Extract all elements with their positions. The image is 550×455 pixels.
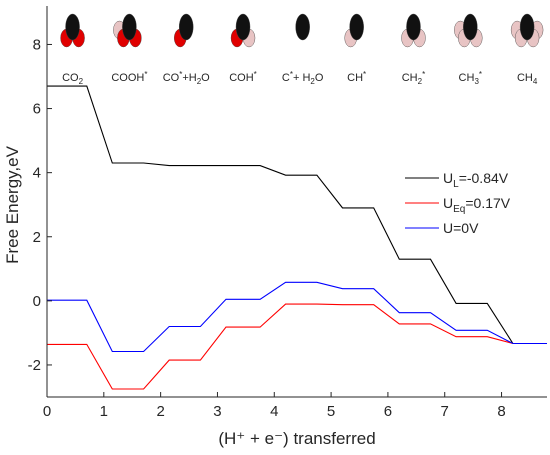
x-tick-label: 4 — [270, 403, 278, 420]
y-tick-label: 4 — [33, 165, 41, 182]
atom-black — [65, 13, 80, 41]
atom-black — [463, 13, 478, 41]
x-tick-label: 3 — [213, 403, 221, 420]
species-labels: CO2 COOH* CO*+H2O COH* C*+ H2O CH* CH2* CH3* CH4 — [62, 70, 538, 86]
plot-area — [47, 85, 547, 390]
series-line-0 — [47, 85, 547, 345]
species-label-part: CH — [459, 72, 475, 84]
species-label-part: 2 — [79, 77, 84, 86]
species-label: CH2* — [402, 70, 425, 86]
x-tick-label: 5 — [327, 403, 335, 420]
species-label-part: CH — [517, 72, 533, 84]
ch3-molecule-icon — [454, 13, 483, 48]
axes: 0 1 2 3 4 5 6 7 8 -2 0 2 4 6 8 — [28, 6, 547, 420]
series-line-2 — [47, 281, 547, 353]
ch4-molecule-icon — [510, 13, 544, 48]
species-label-part: CH — [347, 72, 363, 84]
species-label-part: * — [144, 70, 147, 79]
species-label-part: * — [179, 70, 182, 79]
legend-label-main: U — [443, 170, 453, 186]
species-label-part: COOH — [111, 72, 144, 84]
y-tick-label: 2 — [33, 229, 41, 246]
atom-black — [295, 13, 310, 41]
legend-label-main: U — [443, 195, 453, 211]
x-tick-label: 2 — [156, 403, 164, 420]
y-tick-label: 6 — [33, 101, 41, 118]
coh-molecule-icon — [230, 13, 256, 48]
atom-black — [406, 13, 421, 41]
species-label: CH* — [347, 70, 366, 84]
x-tick-label: 0 — [43, 403, 51, 420]
legend-label-rest: =0.17V — [465, 195, 510, 211]
species-label: C*+ H2O — [282, 70, 324, 86]
atom-black — [235, 13, 251, 41]
species-label-part: * — [254, 70, 257, 79]
species-label-part: COH — [229, 72, 254, 84]
x-tick-label: 1 — [100, 403, 108, 420]
x-axis-title: (H⁺ + e⁻) transferred — [218, 429, 375, 448]
species-label-part: 2 — [310, 77, 315, 86]
cooh-molecule-icon — [113, 13, 142, 48]
species-label-part: + H — [293, 72, 310, 84]
species-label-part: * — [290, 70, 293, 79]
legend-label-rest: =-0.84V — [459, 170, 509, 186]
species-label-part: CH — [402, 72, 418, 84]
species-label-part: 2 — [418, 77, 423, 86]
species-label-part: CO — [163, 72, 180, 84]
ch2-molecule-icon — [401, 13, 426, 48]
species-label: COOH* — [111, 70, 147, 84]
species-label-part: * — [479, 70, 482, 79]
legend-label-2: U=0V — [443, 220, 479, 236]
species-label-part: 4 — [533, 77, 538, 86]
legend-label-1: UEq=0.17V — [443, 195, 511, 215]
legend-label-sub: Eq — [453, 204, 465, 215]
species-label-part: +H — [182, 72, 196, 84]
species-label: CO2 — [62, 72, 84, 86]
species-label-part: C — [282, 72, 290, 84]
x-tick-label: 7 — [441, 403, 449, 420]
species-label-part: O — [201, 72, 210, 84]
species-label: COH* — [229, 70, 257, 84]
y-tick-label: 0 — [33, 293, 41, 310]
species-label-part: 3 — [474, 77, 479, 86]
x-tick-label: 6 — [384, 403, 392, 420]
species-label-part: * — [422, 70, 425, 79]
molecule-icons — [60, 13, 544, 48]
species-label: CO*+H2O — [163, 70, 210, 86]
series-line-1 — [47, 303, 547, 390]
atom-black — [519, 13, 535, 41]
y-tick-label: 8 — [33, 36, 41, 53]
x-tick-label: 8 — [497, 403, 505, 420]
c-h2o-molecule-icon — [295, 13, 310, 41]
atom-black — [122, 13, 137, 41]
co2-molecule-icon — [60, 13, 85, 48]
species-label-part: 2 — [197, 77, 202, 86]
co-h2o-molecule-icon — [174, 13, 194, 48]
y-axis-title: Free Energy,eV — [3, 145, 22, 263]
species-label: CH3* — [459, 70, 482, 86]
ch-molecule-icon — [344, 13, 364, 48]
atom-black — [349, 13, 364, 41]
legend-label-0: UL=-0.84V — [443, 170, 509, 190]
y-tick-label: -2 — [28, 357, 41, 374]
species-label-part: CO — [62, 72, 79, 84]
legend-label-sub: L — [453, 179, 459, 190]
species-label-part: O — [315, 72, 324, 84]
legend-label-main: U=0V — [443, 220, 479, 236]
atom-black — [179, 13, 194, 41]
species-label: CH4 — [517, 72, 538, 86]
species-label-part: * — [363, 70, 366, 79]
